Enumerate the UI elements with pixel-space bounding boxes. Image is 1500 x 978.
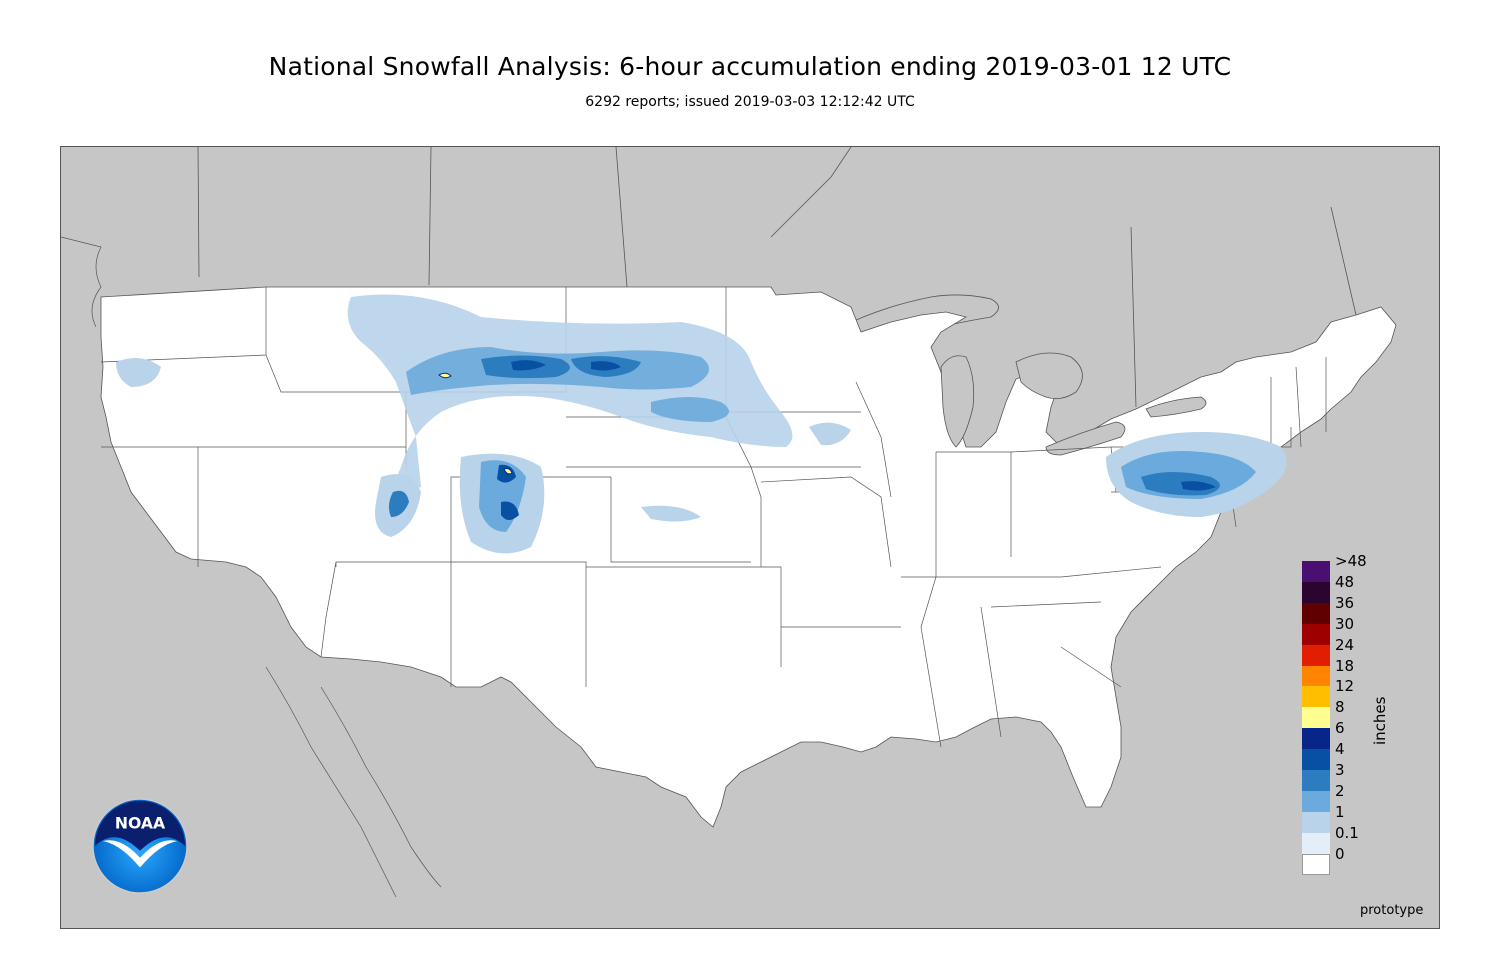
legend-label: >48 [1335, 552, 1367, 570]
canada-border-line [197, 147, 1357, 408]
legend-label: 18 [1335, 656, 1355, 675]
snow-area-spot-yellow-2 [503, 468, 513, 475]
legend-swatch [1302, 853, 1330, 875]
snow-area-heavy-3 [511, 360, 546, 371]
legend-label: 4 [1335, 740, 1345, 759]
legend-swatch [1302, 707, 1330, 729]
legend-swatch [1302, 602, 1330, 624]
map-frame [60, 146, 1440, 929]
noaa-logo: NOAA [92, 798, 188, 894]
legend-swatch [1302, 686, 1330, 708]
legend-label: 1 [1335, 802, 1345, 821]
legend-swatch [1302, 665, 1330, 687]
legend-label: 24 [1335, 635, 1355, 654]
map-subtitle: 6292 reports; issued 2019-03-03 12:12:42… [585, 94, 915, 110]
legend-label: 30 [1335, 614, 1355, 633]
legend-swatch [1302, 811, 1330, 833]
snow-area-oregon [116, 358, 161, 387]
snowfall-map [61, 147, 1397, 898]
legend-swatch [1302, 644, 1330, 666]
map-title: National Snowfall Analysis: 6-hour accum… [268, 52, 1232, 81]
legend-swatch [1302, 770, 1330, 791]
legend-swatch [1302, 832, 1330, 854]
snow-area-heavy-4 [591, 361, 621, 371]
legend-label: 12 [1335, 677, 1355, 696]
legend-swatch [1302, 581, 1330, 603]
legend-swatch [1302, 749, 1330, 771]
snow-area-northeast-heavy-2 [1181, 481, 1216, 491]
prototype-label: prototype [1360, 903, 1424, 918]
noaa-logo-text: NOAA [115, 813, 166, 832]
legend-swatch [1302, 623, 1330, 645]
legend-label: 2 [1335, 781, 1345, 800]
legend-label: 6 [1335, 719, 1345, 738]
snow-area-medium-2 [651, 397, 729, 422]
snow-area-iowa [809, 422, 851, 446]
legend-label: 3 [1335, 761, 1345, 779]
snow-area-colorado-heavy [497, 464, 516, 483]
legend-label: 0 [1335, 844, 1345, 863]
legend-label: 8 [1335, 698, 1345, 717]
lake-erie [1045, 421, 1126, 456]
baja-coast [265, 666, 442, 898]
snow-area-kansas [641, 505, 701, 522]
snow-area-colorado-heavy-2 [501, 501, 519, 520]
snowfall-shading [116, 294, 1287, 554]
legend-label: 36 [1335, 593, 1355, 612]
lake-huron [1015, 352, 1083, 400]
legend-swatch [1302, 728, 1330, 750]
snow-area-utah-med [388, 490, 409, 517]
legend-colorbar [1302, 561, 1330, 875]
legend-label: 0.1 [1335, 823, 1359, 842]
lake-ontario [1145, 396, 1207, 418]
legend-swatch [1302, 790, 1330, 812]
snow-area-light [347, 294, 793, 492]
snow-area-spot-yellow [438, 372, 452, 379]
legend-label: 48 [1335, 572, 1355, 591]
legend-swatch [1302, 561, 1330, 582]
legend-units: inches [1371, 696, 1389, 745]
pacific-coast [61, 236, 102, 328]
lake-michigan [940, 355, 975, 448]
